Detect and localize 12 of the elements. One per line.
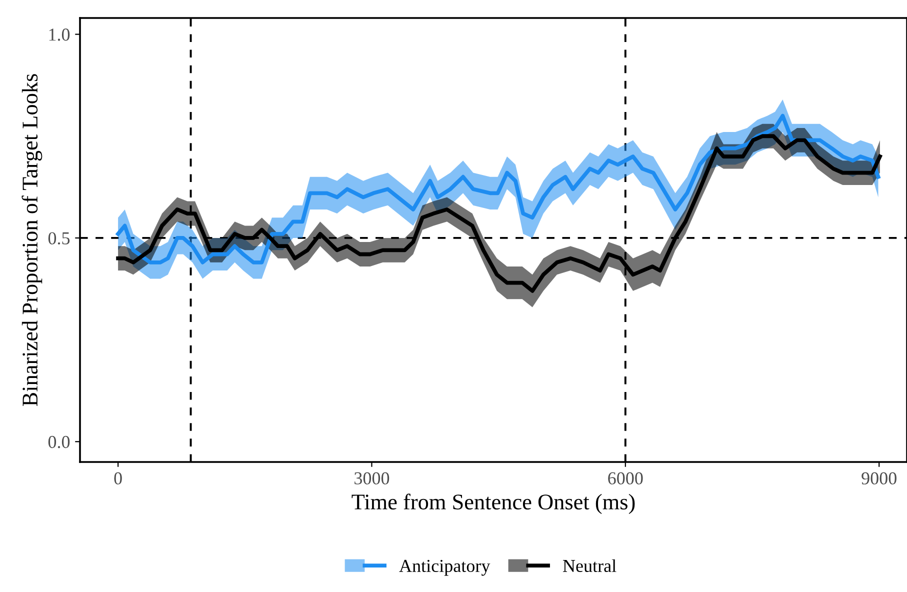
y-axis-title: Binarized Proportion of Target Looks — [22, 74, 42, 406]
line-series — [116, 114, 880, 264]
x-tick-label: 9000 — [862, 472, 896, 484]
y-tick-label: 1.0 — [49, 28, 70, 41]
x-tick-label: 0 — [114, 472, 122, 484]
x-tick-label: 6000 — [608, 472, 643, 484]
legend-label: Anticipatory — [399, 560, 490, 576]
x-tick-label: 3000 — [354, 472, 390, 484]
y-tick-label: 0.0 — [48, 436, 70, 448]
x-axis-title: Time from Sentence Onset (ms) — [352, 494, 635, 514]
y-tick-label: 0.5 — [48, 232, 70, 244]
legend-label: Neutral — [562, 559, 616, 572]
